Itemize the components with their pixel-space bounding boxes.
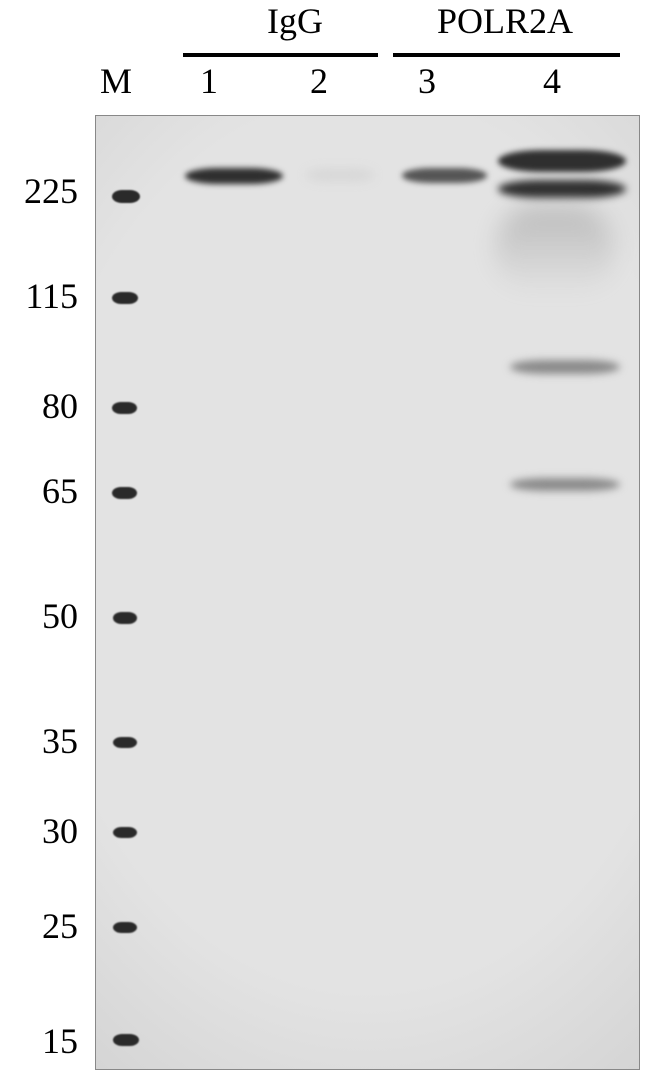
lane-label-1: 1	[200, 60, 218, 102]
bracket-polr2a	[393, 53, 620, 57]
mw-label-15: 15	[42, 1020, 78, 1062]
mw-label-115: 115	[25, 275, 78, 317]
lane-label-3: 3	[418, 60, 436, 102]
blot-border	[95, 115, 640, 1070]
mw-label-35: 35	[42, 720, 78, 762]
mw-label-65: 65	[42, 470, 78, 512]
header-group-igg: IgG	[235, 0, 355, 42]
header-group-polr2a: POLR2A	[385, 0, 625, 42]
lane-label-2: 2	[310, 60, 328, 102]
bracket-igg	[183, 53, 378, 57]
mw-label-50: 50	[42, 595, 78, 637]
mw-label-80: 80	[42, 385, 78, 427]
lane-label-4: 4	[543, 60, 561, 102]
mw-label-30: 30	[42, 810, 78, 852]
lane-label-m: M	[100, 60, 132, 102]
mw-label-25: 25	[42, 905, 78, 947]
mw-label-225: 225	[24, 170, 78, 212]
figure-container: IgG POLR2A M 1 2 3 4 225 115 80 65 50 35 30 25 1…	[0, 0, 650, 1082]
